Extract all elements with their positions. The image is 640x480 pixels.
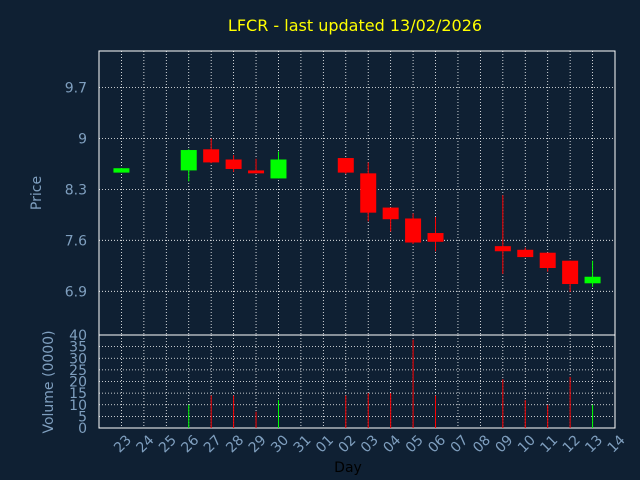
x-tick-label: 13 bbox=[582, 432, 606, 456]
candle-body bbox=[584, 276, 601, 284]
candle-body bbox=[203, 149, 220, 163]
volume-tick-label: 35 bbox=[69, 340, 87, 356]
price-tick-label: 6.9 bbox=[65, 284, 87, 300]
price-tick-label: 8.3 bbox=[65, 182, 87, 198]
candlesticks bbox=[113, 138, 601, 293]
candle-body bbox=[539, 252, 556, 269]
x-tick-label: 06 bbox=[425, 432, 449, 456]
x-tick-label: 08 bbox=[470, 432, 494, 456]
price-panel bbox=[98, 50, 616, 336]
x-tick-label: 31 bbox=[291, 432, 315, 456]
volume-tick-label: 40 bbox=[69, 328, 87, 344]
candle-body bbox=[225, 159, 242, 169]
x-tick-label: 23 bbox=[111, 432, 135, 456]
candle-body bbox=[360, 173, 377, 213]
volume-tick-label: 0 bbox=[78, 421, 87, 437]
chart-title: LFCR - last updated 13/02/2026 bbox=[228, 16, 482, 35]
candle-body bbox=[517, 249, 534, 258]
x-tick-label: 14 bbox=[605, 432, 629, 456]
x-tick-label: 30 bbox=[268, 432, 292, 456]
x-tick-label: 25 bbox=[156, 432, 180, 456]
volume-tick-label: 25 bbox=[69, 363, 87, 379]
price-tick-label: 9.7 bbox=[65, 80, 87, 96]
price-axis-ticks: 9.7 9 8.3 7.6 6.9 bbox=[65, 80, 87, 300]
x-tick-label: 11 bbox=[537, 432, 561, 456]
candle-body bbox=[427, 233, 444, 242]
x-tick-label: 02 bbox=[335, 432, 359, 456]
x-tick-label: 12 bbox=[560, 432, 584, 456]
volume-tick-label: 10 bbox=[69, 398, 87, 414]
x-tick-label: 29 bbox=[246, 432, 270, 456]
price-gridlines bbox=[99, 51, 615, 335]
x-axis-label: Day bbox=[334, 460, 362, 476]
x-tick-label: 10 bbox=[515, 432, 539, 456]
candle-body bbox=[113, 168, 130, 173]
volume-tick-label: 20 bbox=[69, 375, 87, 391]
candle-body bbox=[494, 246, 511, 252]
x-axis-ticks: 2324252627282930310102030405060708091011… bbox=[111, 432, 629, 456]
x-tick-label: 04 bbox=[380, 432, 404, 456]
x-tick-label: 09 bbox=[493, 432, 517, 456]
candle-body bbox=[337, 158, 354, 173]
volume-tick-label: 5 bbox=[78, 409, 87, 425]
candle-body bbox=[270, 159, 287, 179]
volume-gridlines bbox=[99, 335, 615, 428]
x-tick-label: 26 bbox=[178, 432, 202, 456]
volume-tick-label: 15 bbox=[69, 386, 87, 402]
x-tick-label: 03 bbox=[358, 432, 382, 456]
x-tick-label: 28 bbox=[223, 432, 247, 456]
x-tick-label: 07 bbox=[448, 432, 472, 456]
price-tick-label: 7.6 bbox=[65, 233, 87, 249]
x-tick-label: 01 bbox=[313, 432, 337, 456]
volume-bars bbox=[188, 339, 594, 428]
x-tick-label: 24 bbox=[134, 432, 158, 456]
volume-axis-label: Volume (0000) bbox=[41, 330, 57, 433]
candle-body bbox=[248, 170, 265, 174]
candle-body bbox=[382, 207, 399, 220]
x-tick-label: 05 bbox=[403, 432, 427, 456]
candle-body bbox=[180, 150, 197, 171]
candle-body bbox=[562, 260, 579, 285]
price-axis-label: Price bbox=[29, 176, 45, 210]
volume-tick-label: 30 bbox=[69, 351, 87, 367]
price-tick-label: 9 bbox=[78, 131, 87, 147]
x-tick-label: 27 bbox=[201, 432, 225, 456]
candle-body bbox=[405, 218, 422, 243]
